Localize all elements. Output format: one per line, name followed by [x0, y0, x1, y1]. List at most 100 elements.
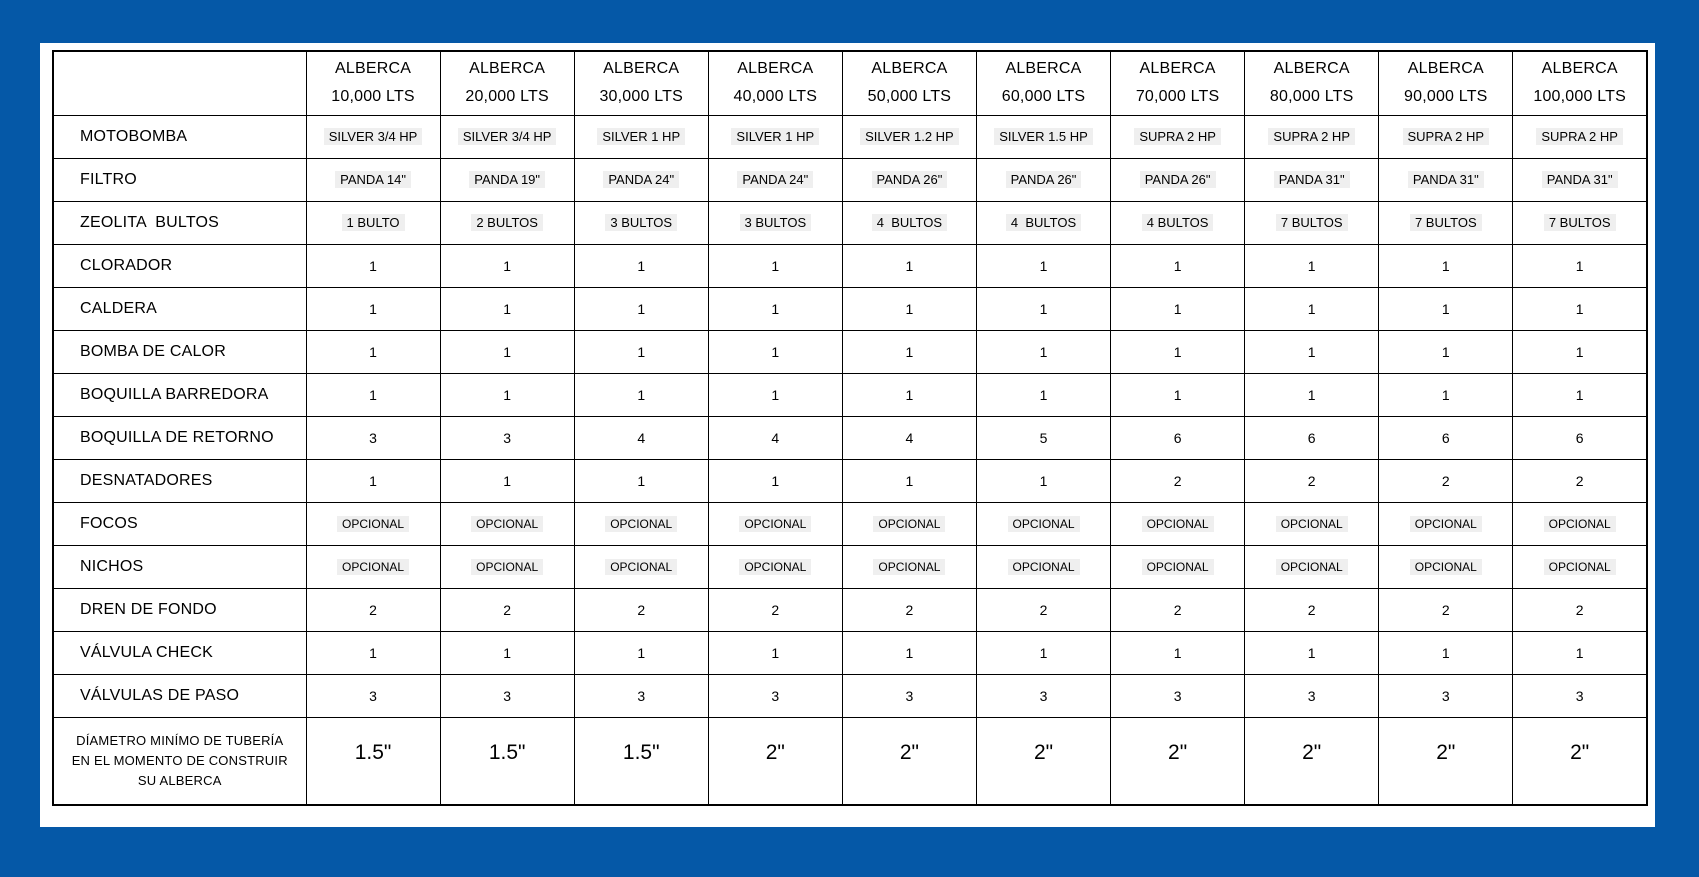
- cell: 1: [1512, 243, 1648, 288]
- column-header-8: ALBERCA 80,000 LTS: [1244, 50, 1380, 116]
- table-row: MOTOBOMBA SILVER 3/4 HP SILVER 3/4 HP SILVE…: [52, 114, 1648, 159]
- cell: 2: [1110, 587, 1246, 632]
- cell-value: 1: [1441, 644, 1450, 661]
- cell-value: 1: [503, 343, 512, 360]
- cell: 3 BULTOS: [707, 200, 843, 245]
- cell-value: 1: [771, 300, 780, 317]
- cell-value: PANDA 31": [1407, 171, 1484, 188]
- cell: 1: [1378, 329, 1514, 374]
- cell-value: 3: [1039, 687, 1048, 704]
- cell: SUPRA 2 HP: [1512, 114, 1648, 159]
- table-row: DREN DE FONDO 2 2 2 2 2 2 2 2 2 2: [52, 587, 1648, 632]
- table-row: VÁLVULA CHECK 1 1 1 1 1 1 1 1 1 1: [52, 630, 1648, 675]
- cell: 2": [975, 716, 1112, 806]
- cell: 3: [1110, 673, 1246, 718]
- cell: 1: [573, 372, 709, 417]
- cell-value: 2": [1436, 740, 1456, 764]
- row-label: VÁLVULAS DE PASO: [52, 673, 307, 718]
- cell: PANDA 26": [841, 157, 977, 202]
- cell: 1: [439, 286, 575, 331]
- cell: OPCIONAL: [1244, 501, 1380, 546]
- cell-value: 1: [905, 300, 914, 317]
- table-row: ZEOLITA BULTOS 1 BULTO 2 BULTOS 3 BULTOS 3 B…: [52, 200, 1648, 245]
- cell: 1: [1110, 329, 1246, 374]
- cell: SILVER 3/4 HP: [305, 114, 441, 159]
- cell-value: 1.5": [622, 740, 660, 764]
- cell: 2: [1110, 458, 1246, 503]
- cell: OPCIONAL: [1378, 544, 1514, 589]
- row-label: BOQUILLA DE RETORNO: [52, 415, 307, 460]
- column-header-6: ALBERCA 60,000 LTS: [975, 50, 1112, 116]
- cell: OPCIONAL: [1512, 544, 1648, 589]
- cell: OPCIONAL: [439, 544, 575, 589]
- cell: SILVER 3/4 HP: [439, 114, 575, 159]
- cell: 2: [439, 587, 575, 632]
- cell-value: PANDA 26": [871, 171, 948, 188]
- table-body: MOTOBOMBA SILVER 3/4 HP SILVER 3/4 HP SILVE…: [52, 114, 1648, 806]
- cell-value: 3 BULTOS: [605, 214, 678, 231]
- cell: 7 BULTOS: [1378, 200, 1514, 245]
- cell-value: 1: [905, 644, 914, 661]
- table-panel: ALBERCA 10,000 LTS ALBERCA 20,000 LTS ALBE…: [40, 43, 1655, 827]
- header-row: ALBERCA 10,000 LTS ALBERCA 20,000 LTS ALBE…: [52, 50, 1648, 116]
- cell: SILVER 1.5 HP: [975, 114, 1112, 159]
- cell: 1.5": [439, 716, 575, 806]
- cell: OPCIONAL: [305, 501, 441, 546]
- cell-value: 1: [369, 386, 377, 403]
- cell-value: SUPRA 2 HP: [1402, 128, 1490, 145]
- cell-value: 1: [637, 472, 646, 489]
- cell: 1: [975, 630, 1112, 675]
- cell-value: 3: [503, 429, 512, 446]
- cell: SUPRA 2 HP: [1110, 114, 1246, 159]
- cell: 1: [1244, 372, 1380, 417]
- cell-value: 2: [1441, 472, 1450, 489]
- cell-value: SUPRA 2 HP: [1536, 128, 1623, 145]
- cell-value: PANDA 26": [1005, 171, 1082, 188]
- cell: PANDA 14": [305, 157, 441, 202]
- cell-value: PANDA 31": [1541, 171, 1618, 188]
- cell-value: 2: [1575, 472, 1584, 489]
- cell-value: SILVER 1.5 HP: [994, 128, 1093, 145]
- cell-value: 1: [771, 644, 780, 661]
- table-row: FOCOS OPCIONAL OPCIONAL OPCIONAL OPCIONAL OPC…: [52, 501, 1648, 546]
- cell-value: 1: [905, 257, 914, 274]
- row-label: BOMBA DE CALOR: [52, 329, 307, 374]
- cell-value: OPCIONAL: [1007, 558, 1080, 575]
- cell: 1: [1244, 243, 1380, 288]
- cell-value: 1.5": [354, 740, 392, 764]
- cell-value: PANDA 31": [1273, 171, 1350, 188]
- cell: 1: [841, 243, 977, 288]
- row-label: MOTOBOMBA: [52, 114, 307, 159]
- cell: 1: [841, 372, 977, 417]
- cell: 2: [573, 587, 709, 632]
- cell: OPCIONAL: [975, 544, 1112, 589]
- cell: 2: [305, 587, 441, 632]
- cell-value: 1: [1173, 644, 1182, 661]
- cell: 4: [841, 415, 977, 460]
- cell: 1: [707, 286, 843, 331]
- cell: OPCIONAL: [841, 501, 977, 546]
- cell: 3: [573, 673, 709, 718]
- cell: 2: [975, 587, 1112, 632]
- cell-value: 2: [369, 601, 377, 618]
- cell-value: 1: [771, 386, 780, 403]
- cell-value: 1: [1307, 300, 1316, 317]
- cell-value: 2: [637, 601, 646, 618]
- cell-value: 3: [369, 687, 377, 704]
- cell: 1: [1110, 630, 1246, 675]
- cell: 3: [305, 673, 441, 718]
- cell-value: OPCIONAL: [1141, 515, 1214, 532]
- cell: 1: [1110, 372, 1246, 417]
- cell-value: 2: [771, 601, 780, 618]
- cell: 2: [1244, 458, 1380, 503]
- cell: 4: [573, 415, 709, 460]
- cell-value: 1: [637, 257, 646, 274]
- cell: 1: [707, 329, 843, 374]
- cell: OPCIONAL: [1512, 501, 1648, 546]
- cell: 1: [975, 329, 1112, 374]
- cell-value: PANDA 26": [1139, 171, 1216, 188]
- cell: 1: [1512, 372, 1648, 417]
- cell-value: 3: [1575, 687, 1584, 704]
- cell-value: 3: [1307, 687, 1316, 704]
